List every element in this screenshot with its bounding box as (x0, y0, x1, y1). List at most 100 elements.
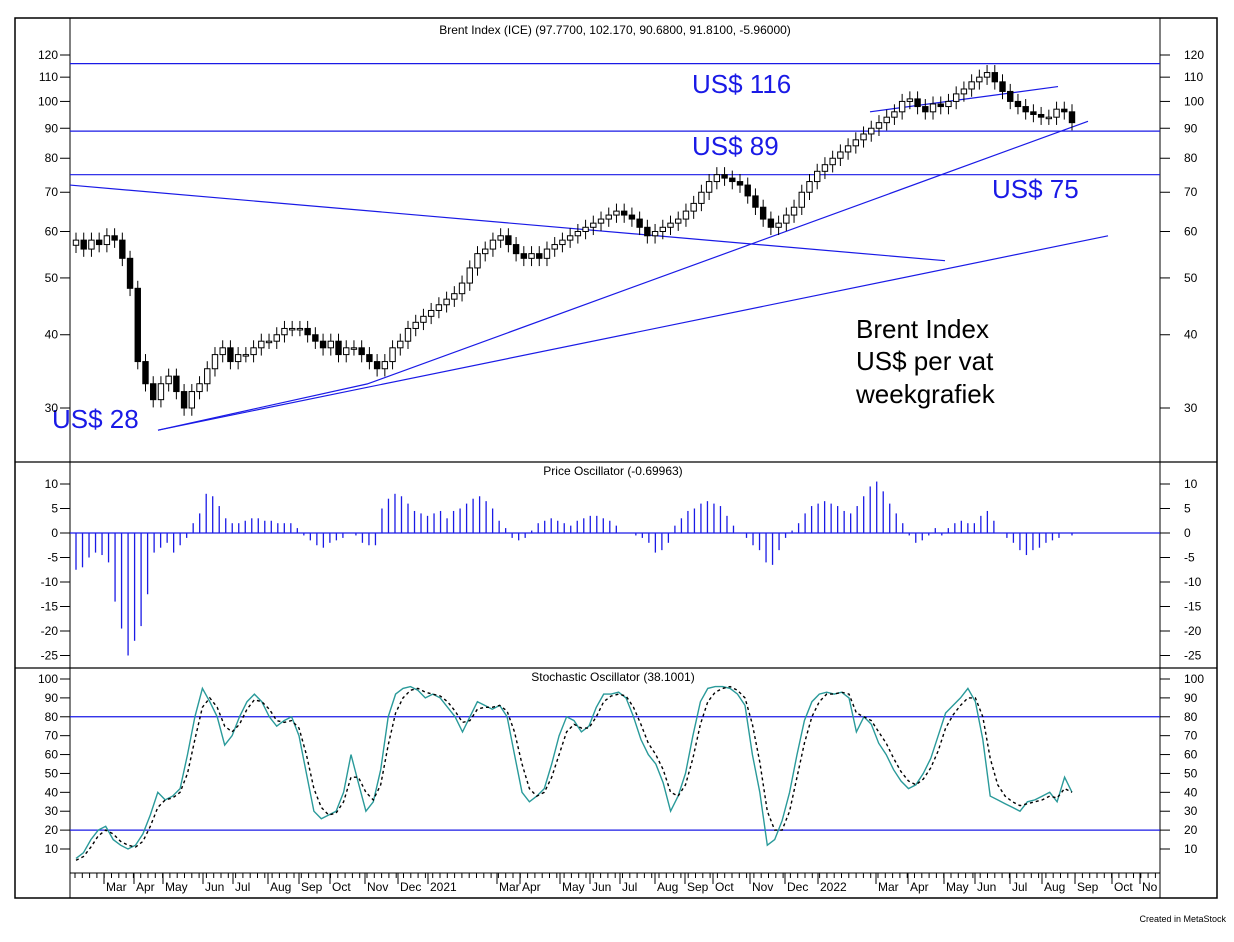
price-ytick-label-right: 110 (1184, 70, 1203, 84)
candle-body (319, 340, 327, 349)
candle-body (258, 340, 265, 349)
x-tick-label: Oct (715, 880, 734, 894)
candle-body (605, 214, 612, 220)
candle-body (898, 100, 906, 113)
candle-body (420, 315, 427, 323)
price-ytick-label-left: 40 (45, 328, 59, 342)
candle-body (288, 327, 296, 331)
candle-body (134, 287, 141, 363)
candle-body (219, 347, 226, 356)
x-tick-label: Mar (878, 880, 899, 894)
x-tick-label: Dec (400, 880, 421, 894)
stoch-ytick-label-left: 10 (45, 842, 59, 856)
candle-body (821, 164, 829, 172)
price-ytick-label-right: 90 (1184, 121, 1198, 135)
candle-body (497, 235, 504, 241)
candle-body (204, 368, 211, 385)
candle-body (875, 122, 883, 129)
candle-body (443, 298, 450, 306)
price-panel-title: Brent Index (ICE) (97.7700, 102.170, 90.… (439, 23, 791, 37)
candle-body (644, 226, 651, 237)
candle-body (744, 184, 751, 197)
candle-body (505, 235, 512, 246)
candle-body (1068, 111, 1076, 124)
price-ytick-label-right: 60 (1184, 225, 1198, 239)
candle-body (590, 222, 597, 228)
stoch-ytick-label-right: 70 (1184, 729, 1198, 743)
candle-body (675, 218, 682, 224)
candle-body (281, 327, 288, 336)
stoch-ytick-label-right: 10 (1184, 842, 1198, 856)
candle-body (690, 202, 697, 212)
candle-body (767, 218, 775, 228)
candle-body (945, 100, 952, 108)
osc-ytick-label-right: -10 (1184, 575, 1202, 589)
x-tick-label: Oct (1114, 880, 1133, 894)
candle-body (651, 231, 659, 237)
chart-frame (14, 17, 1218, 899)
candle-body (752, 195, 759, 208)
candle-body (350, 347, 358, 350)
stoch-ytick-label-right: 60 (1184, 748, 1198, 762)
x-tick-label: Mar (499, 880, 520, 894)
x-tick-label: Apr (910, 880, 929, 894)
price-ytick-label-left: 90 (45, 121, 59, 135)
stoch-ytick-label-left: 90 (45, 691, 59, 705)
candle-body (960, 88, 968, 95)
credit-text: Created in MetaStock (1139, 914, 1226, 924)
candle-body (451, 293, 458, 300)
price-ytick-label-left: 100 (38, 94, 58, 108)
candle-body (103, 235, 111, 246)
price-ytick-label-right: 30 (1184, 401, 1198, 415)
candle-body (1037, 113, 1045, 118)
candle-body (72, 239, 80, 246)
annotation-line-3: weekgrafiek (855, 379, 996, 409)
x-tick-label: 2021 (430, 880, 457, 894)
candle-body (312, 334, 319, 342)
candle-body (968, 81, 975, 90)
x-tick-label: Jul (622, 880, 637, 894)
candle-body (373, 361, 381, 370)
price-ytick-label-left: 120 (38, 48, 58, 62)
stoch-ytick-label-left: 30 (45, 804, 59, 818)
stoch-ytick-label-right: 80 (1184, 710, 1198, 724)
candle-body (273, 334, 280, 342)
candle-body (844, 145, 852, 153)
candle-body (482, 248, 489, 255)
stoch-ytick-label-left: 60 (45, 748, 59, 762)
label-116: US$ 116 (692, 69, 791, 99)
candle-body (234, 354, 242, 363)
candle-body (736, 181, 744, 186)
osc-ytick-label-left: 10 (45, 477, 59, 491)
candle-body (512, 244, 520, 255)
oscillator-panel-title: Price Oscillator (-0.69963) (543, 464, 682, 478)
label-28: US$ 28 (52, 404, 139, 434)
osc-ytick-label-right: 10 (1184, 477, 1198, 491)
candle-body (659, 226, 666, 232)
candle-body (211, 354, 219, 370)
candle-body (412, 321, 419, 329)
price-ytick-label-left: 110 (39, 70, 58, 84)
price-ytick-label-right: 80 (1184, 151, 1198, 165)
label-89: US$ 89 (692, 131, 779, 161)
price-ytick-label-right: 100 (1184, 94, 1204, 108)
candle-body (119, 239, 126, 259)
candle-body (474, 253, 481, 269)
x-tick-label: Oct (332, 880, 351, 894)
candle-body (597, 218, 605, 224)
stoch-ytick-label-left: 80 (45, 710, 59, 724)
x-tick-label: Aug (1044, 880, 1065, 894)
candle-body (95, 239, 103, 246)
candle-body (891, 111, 898, 118)
candle-body (883, 116, 890, 124)
x-tick-label: No (1142, 880, 1158, 894)
candle-body (196, 383, 203, 393)
candle-body (227, 347, 234, 363)
candle-body (559, 239, 566, 246)
candle-body (528, 253, 535, 259)
osc-ytick-label-left: -25 (41, 649, 59, 663)
candle-body (173, 375, 180, 393)
price-ytick-label-left: 50 (45, 271, 59, 285)
osc-ytick-label-left: -15 (41, 600, 59, 614)
